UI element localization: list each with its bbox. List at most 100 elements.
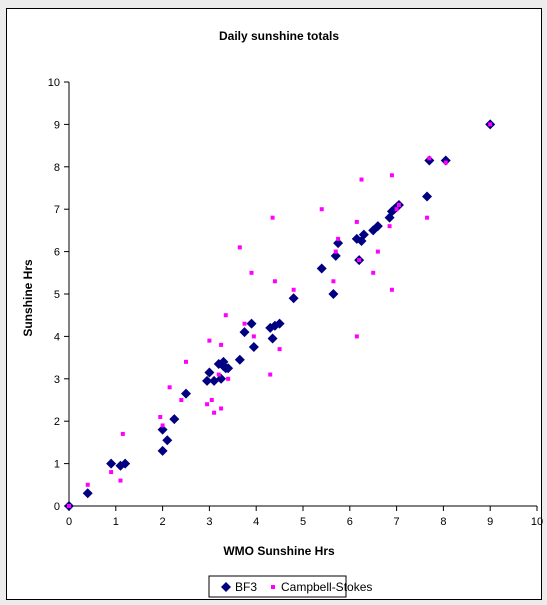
data-point-campbell-stokes: [223, 313, 228, 318]
data-point-campbell-stokes: [85, 482, 90, 487]
data-point-campbell-stokes: [272, 279, 277, 284]
data-point-bf3: [223, 363, 234, 374]
data-point-campbell-stokes: [158, 414, 163, 419]
data-point-bf3: [157, 445, 168, 456]
data-point-bf3: [333, 238, 344, 249]
data-point-campbell-stokes: [396, 202, 401, 207]
data-point-bf3: [440, 155, 451, 166]
data-point-campbell-stokes: [270, 215, 275, 220]
data-point-bf3: [82, 488, 93, 499]
x-tick-label: 4: [253, 516, 259, 528]
data-point-bf3: [328, 289, 339, 299]
data-point-campbell-stokes: [212, 410, 217, 415]
data-point-campbell-stokes: [251, 334, 256, 339]
x-tick-label: 7: [394, 516, 400, 528]
plot-area: 0 1 2 3 4 5 6 7 8 9 10 0 1 2 3 4 5 6 7 8 9 10: [48, 77, 543, 528]
data-point-bf3: [162, 435, 173, 446]
y-tick-label: 5: [54, 289, 60, 301]
y-tick-label: 6: [54, 247, 60, 259]
data-point-bf3: [358, 229, 369, 240]
scatter-chart: Daily sunshine totals 0 1 2 3 4 5 6 7 8 9 10 0 1 2 3 4 5…: [21, 29, 543, 598]
y-tick-label: 1: [54, 459, 60, 471]
data-point-campbell-stokes: [216, 372, 221, 377]
series-bf3: [64, 119, 496, 511]
legend-marker-campbell-stokes: [271, 585, 275, 589]
x-tick-label: 5: [300, 516, 306, 528]
data-point-campbell-stokes: [184, 359, 188, 364]
data-point-bf3: [422, 191, 433, 202]
x-tick-label: 10: [531, 516, 543, 528]
legend-label-bf3: BF3: [235, 580, 257, 594]
y-tick-label: 2: [54, 416, 60, 428]
data-point-campbell-stokes: [443, 160, 448, 165]
data-point-bf3: [316, 263, 327, 274]
x-tick-label: 0: [66, 516, 72, 528]
data-point-campbell-stokes: [425, 215, 430, 220]
data-point-campbell-stokes: [167, 385, 172, 390]
data-point-bf3: [204, 367, 215, 378]
y-tick-label: 8: [54, 162, 60, 174]
data-point-bf3: [239, 327, 250, 338]
data-point-campbell-stokes: [488, 122, 493, 127]
y-tick-label: 0: [54, 501, 60, 513]
y-tick-label: 4: [54, 331, 60, 343]
legend-box: [208, 575, 347, 598]
data-point-campbell-stokes: [354, 219, 359, 224]
legend-marker-bf3: [221, 582, 231, 592]
data-point-bf3: [274, 318, 285, 329]
data-point-bf3: [157, 424, 168, 435]
data-point-campbell-stokes: [387, 224, 392, 229]
data-point-campbell-stokes: [394, 207, 399, 212]
y-tick-label: 9: [54, 119, 60, 131]
data-point-bf3: [246, 318, 257, 329]
data-point-campbell-stokes: [120, 431, 125, 436]
data-point-campbell-stokes: [389, 287, 394, 292]
series-campbell-stokes: [67, 122, 493, 508]
data-point-campbell-stokes: [109, 470, 114, 475]
data-point-campbell-stokes: [331, 279, 336, 284]
data-point-campbell-stokes: [219, 406, 224, 411]
data-point-campbell-stokes: [357, 258, 362, 263]
data-point-campbell-stokes: [333, 249, 338, 254]
data-point-campbell-stokes: [319, 207, 324, 212]
data-point-campbell-stokes: [277, 347, 282, 352]
data-point-campbell-stokes: [336, 236, 341, 241]
legend-label-campbell-stokes: Campbell-Stokes: [281, 580, 372, 594]
data-point-campbell-stokes: [205, 402, 210, 407]
data-point-bf3: [330, 250, 341, 261]
data-point-bf3: [120, 458, 131, 469]
data-point-campbell-stokes: [427, 156, 432, 161]
data-point-bf3: [202, 375, 213, 386]
data-point-campbell-stokes: [67, 504, 71, 508]
x-tick-label: 8: [440, 516, 446, 528]
x-tick-label: 3: [206, 516, 212, 528]
y-tick-label: 10: [48, 77, 60, 89]
x-tick-label: 9: [487, 516, 493, 528]
data-point-campbell-stokes: [237, 245, 242, 250]
chart-title: Daily sunshine totals: [219, 29, 339, 43]
data-point-bf3: [288, 293, 299, 304]
legend: BF3 Campbell-Stokes: [208, 575, 372, 598]
data-point-campbell-stokes: [371, 270, 376, 275]
chart-area: Daily sunshine totals 0 1 2 3 4 5 6 7 8 9 10 0 1 2 3 4 5…: [6, 8, 543, 600]
y-axis-label: Sunshine Hrs: [21, 259, 35, 337]
y-tick-label: 7: [54, 204, 60, 216]
data-point-bf3: [267, 333, 278, 344]
data-point-bf3: [169, 414, 180, 425]
data-point-campbell-stokes: [354, 334, 359, 339]
data-point-campbell-stokes: [375, 249, 380, 254]
data-point-bf3: [106, 458, 117, 469]
data-point-campbell-stokes: [160, 423, 165, 428]
x-tick-label: 6: [347, 516, 353, 528]
data-point-campbell-stokes: [242, 321, 247, 326]
data-point-campbell-stokes: [118, 478, 123, 483]
x-axis-label: WMO Sunshine Hrs: [223, 544, 335, 558]
data-point-campbell-stokes: [359, 177, 364, 182]
x-tick-label: 2: [160, 516, 166, 528]
data-point-campbell-stokes: [389, 173, 394, 178]
data-point-campbell-stokes: [179, 398, 184, 402]
data-point-bf3: [248, 342, 259, 352]
x-tick-label: 1: [113, 516, 119, 528]
data-point-bf3: [181, 388, 191, 399]
data-point-campbell-stokes: [249, 270, 254, 275]
